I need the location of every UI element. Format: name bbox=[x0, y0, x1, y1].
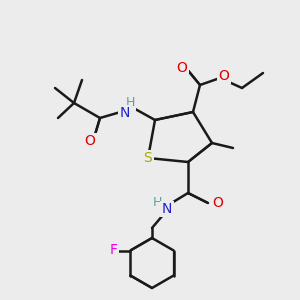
Text: N: N bbox=[162, 202, 172, 216]
Text: H: H bbox=[152, 196, 162, 209]
Text: O: O bbox=[219, 69, 230, 83]
Text: O: O bbox=[213, 196, 224, 210]
Text: F: F bbox=[109, 244, 117, 257]
Text: S: S bbox=[144, 151, 152, 165]
Text: O: O bbox=[177, 61, 188, 75]
Text: N: N bbox=[120, 106, 130, 120]
Text: H: H bbox=[125, 97, 135, 110]
Text: O: O bbox=[85, 134, 95, 148]
